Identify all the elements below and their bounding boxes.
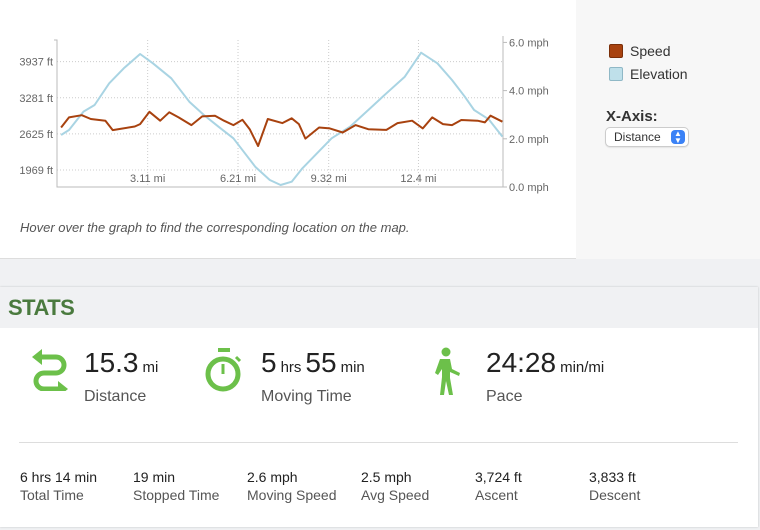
series-line-speed [60, 110, 503, 147]
legend-label: Elevation [630, 65, 688, 82]
x-tick-label: 12.4 mi [400, 173, 436, 185]
stat-value: 2.6 mph [247, 469, 298, 485]
legend-label: Speed [630, 42, 671, 59]
hover-hint: Hover over the graph to find the corresp… [20, 220, 410, 235]
stats-title: STATS [8, 295, 75, 320]
stat-value: 3,724 ft [475, 469, 522, 485]
chevron-updown-icon: ▲ ▼ [671, 130, 685, 145]
moving-hours: 5 [261, 347, 277, 378]
pace-value: 24:28 [486, 347, 557, 378]
divider [19, 442, 738, 443]
x-axis-label: X-Axis: [606, 108, 658, 125]
stat-stopped-time: 19 min Stopped Time [133, 469, 219, 503]
speed-swatch [609, 43, 623, 58]
series-line-elevation [60, 51, 504, 186]
stat-label: Ascent [475, 487, 518, 503]
stat-label: Moving Speed [247, 487, 337, 503]
y-right-tick-label: 6.0 mph [509, 37, 549, 49]
stats-card: STATS 15.3 mi Distance 5 hrs 55 min Moving Tim… [0, 287, 758, 527]
stat-descent: 3,833 ft Descent [589, 469, 640, 503]
x-axis-select[interactable]: Distance ▲ ▼ [605, 127, 689, 147]
stat-moving-speed: 2.6 mph Moving Speed [247, 469, 337, 503]
stat-avg-speed: 2.5 mph Avg Speed [361, 469, 429, 503]
chart-sidebar: Speed Elevation X-Axis: Distance ▲ ▼ [576, 0, 760, 259]
moving-minutes: 55 [305, 347, 337, 378]
pace-label: Pace [486, 388, 523, 405]
stat-total-time: 6 hrs 14 min Total Time [20, 469, 97, 503]
legend-item-speed[interactable]: Speed [609, 39, 688, 62]
moving-time-label: Moving Time [261, 388, 352, 405]
stat-ascent: 3,724 ft Ascent [475, 469, 522, 503]
distance-unit: mi [142, 359, 159, 376]
stat-value: 6 hrs 14 min [20, 469, 98, 485]
x-tick-label: 3.11 mi [130, 173, 165, 185]
stat-label: Total Time [20, 487, 84, 503]
chart-panel: 1969 ft 2625 ft 3281 ft 3937 ft 3.11 mi 6.21 … [0, 0, 760, 259]
elevation-swatch [609, 66, 623, 81]
stat-label: Stopped Time [133, 487, 220, 503]
legend-item-elevation[interactable]: Elevation [609, 62, 688, 85]
distance-label: Distance [84, 388, 147, 405]
y-right-tick-label: 2.0 mph [509, 134, 549, 146]
stat-value: 3,833 ft [589, 469, 636, 485]
elevation-speed-chart[interactable]: 1969 ft 2625 ft 3281 ft 3937 ft 3.11 mi 6.21 … [0, 0, 576, 210]
x-tick-label: 9.32 mi [311, 173, 347, 185]
stat-distance: 15.3 mi Distance [30, 347, 162, 406]
y-right-tick-label: 0.0 mph [509, 182, 549, 194]
distance-value: 15.3 [84, 347, 139, 378]
hours-unit: hrs [280, 359, 302, 376]
x-axis-selected: Distance [614, 130, 661, 144]
stat-moving-time: 5 hrs 55 min Moving Time [203, 347, 369, 406]
y-left-tick-label: 3937 ft [19, 57, 53, 69]
legend: Speed Elevation [609, 39, 688, 85]
hiker-icon [435, 347, 460, 395]
y-right-tick-label: 4.0 mph [509, 86, 549, 98]
y-left-tick-label: 1969 ft [19, 165, 53, 177]
stat-pace: 24:28 min/mi Pace [428, 347, 608, 406]
y-left-tick-label: 3281 ft [19, 93, 53, 105]
stat-value: 2.5 mph [361, 469, 412, 485]
stat-label: Avg Speed [361, 487, 430, 503]
route-arrows-icon [32, 349, 68, 391]
stopwatch-icon [205, 348, 242, 392]
pace-unit: min/mi [560, 359, 605, 376]
stat-value: 19 min [133, 469, 176, 485]
y-left-tick-label: 2625 ft [19, 129, 53, 141]
x-tick-label: 6.21 mi [220, 173, 256, 185]
minutes-unit: min [340, 359, 365, 376]
axis-lines [54, 36, 504, 188]
stat-label: Descent [589, 487, 641, 503]
stats-header: STATS [0, 287, 758, 328]
